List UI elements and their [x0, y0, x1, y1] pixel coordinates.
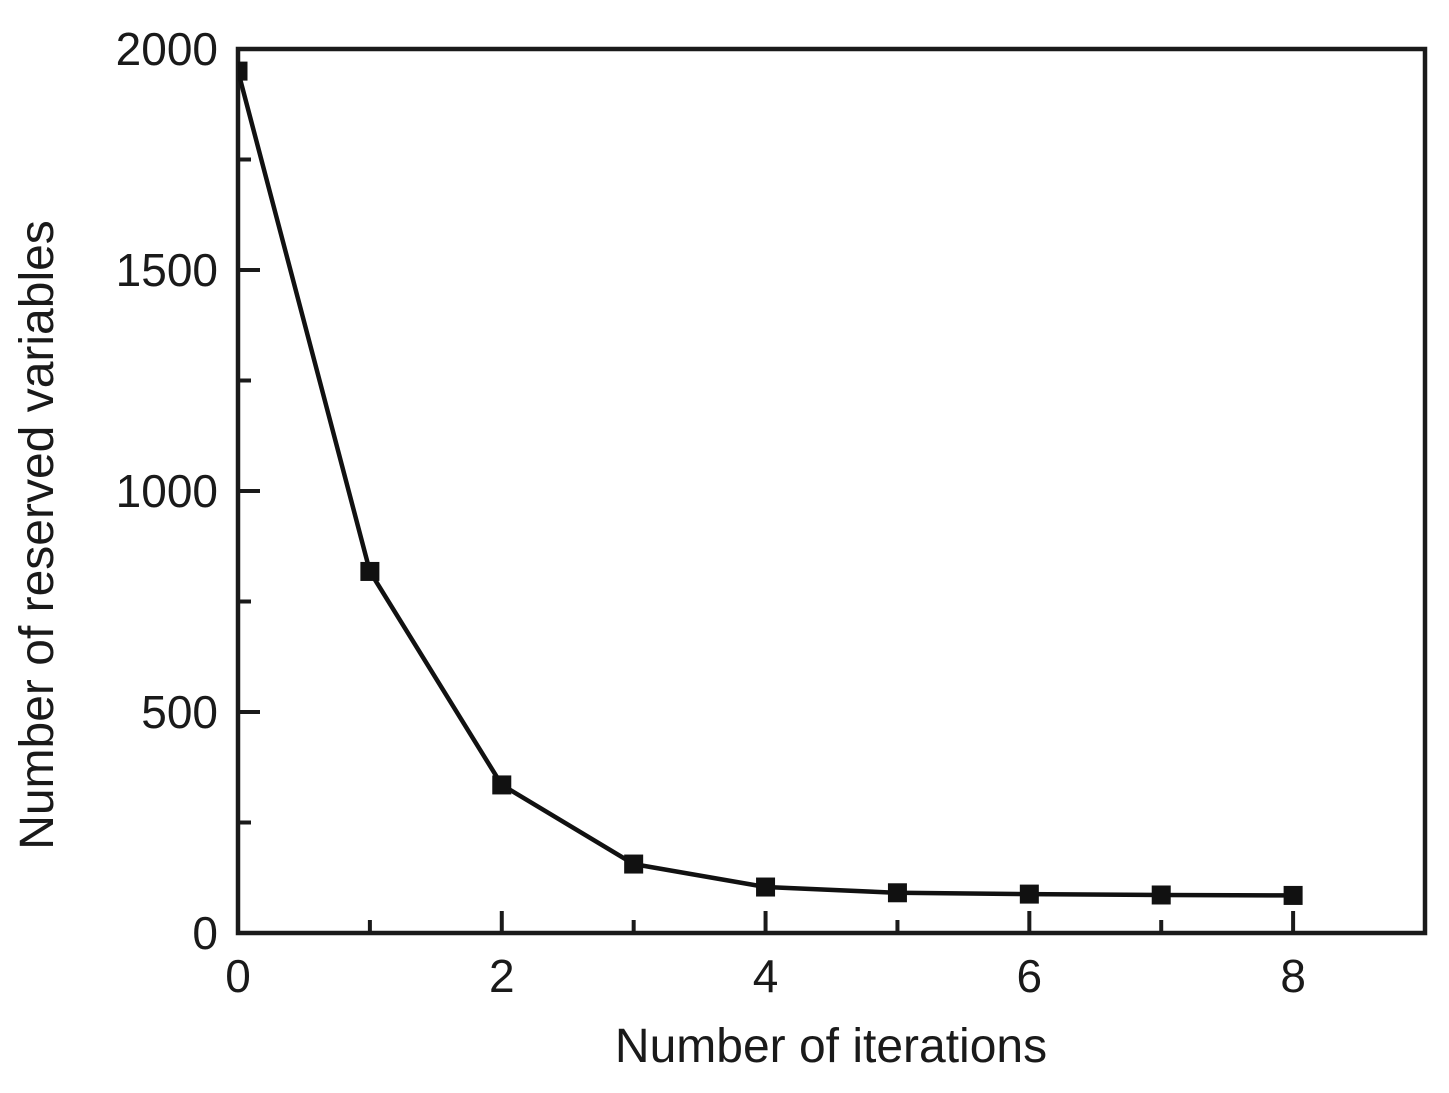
y-tick-label: 500: [141, 686, 218, 738]
x-tick-label: 2: [489, 950, 515, 1002]
x-axis-title: Number of iterations: [615, 1020, 1047, 1073]
data-point-marker: [360, 561, 380, 581]
data-point-marker: [624, 854, 644, 874]
x-tick-label: 6: [1017, 950, 1043, 1002]
data-point-marker: [756, 877, 776, 897]
data-line: [238, 70, 1294, 898]
data-point-marker: [238, 61, 248, 81]
data-point-marker: [1019, 884, 1039, 904]
data-point-marker: [887, 883, 907, 903]
y-axis-title: Number of reserved variables: [11, 220, 64, 850]
data-point-marker: [1283, 885, 1303, 905]
x-tick-label: 8: [1280, 950, 1306, 1002]
y-tick-label: 2000: [116, 23, 218, 75]
x-tick-label: 4: [753, 950, 779, 1002]
plot-frame: [235, 46, 1428, 936]
data-point-marker: [1151, 885, 1171, 905]
y-tick-label: 1000: [116, 465, 218, 517]
x-tick-label: 0: [225, 950, 251, 1002]
data-point-marker: [492, 775, 512, 795]
y-tick-label: 1500: [116, 244, 218, 296]
plot-area: 0 2 4 6 8 0 500 1000 1500 2000: [116, 23, 1428, 1002]
y-tick-label: 0: [192, 907, 218, 959]
